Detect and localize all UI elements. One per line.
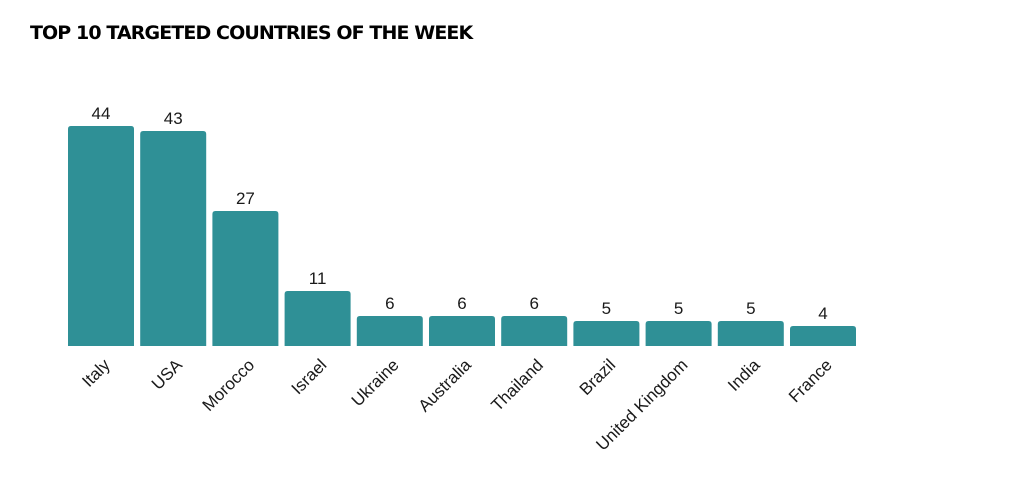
data-label: 5 xyxy=(674,299,683,318)
x-tick-label: Italy xyxy=(78,355,114,391)
bar-india xyxy=(717,321,784,346)
x-tick-label: Israel xyxy=(288,355,331,398)
data-label: 5 xyxy=(602,299,611,318)
x-tick-label: Ukraine xyxy=(348,355,403,410)
data-label: 6 xyxy=(529,294,538,313)
data-label: 44 xyxy=(92,104,111,123)
chart-title: TOP 10 TARGETED COUNTRIES OF THE WEEK xyxy=(30,22,473,44)
bar-united-kingdom xyxy=(645,321,712,346)
bar-australia xyxy=(429,316,495,346)
data-label: 11 xyxy=(309,269,327,288)
x-tick-label: Australia xyxy=(415,355,476,416)
bar-morocco xyxy=(212,211,279,346)
bar-france xyxy=(790,326,856,346)
data-label: 27 xyxy=(236,189,255,208)
x-tick-label: Morocco xyxy=(199,355,259,415)
bar-ukraine xyxy=(356,316,423,346)
data-label: 43 xyxy=(164,109,183,128)
bar-brazil xyxy=(573,321,640,346)
x-tick-label: India xyxy=(724,355,764,395)
data-label: 5 xyxy=(746,299,755,318)
data-label: 4 xyxy=(818,304,827,323)
bar-usa xyxy=(140,131,207,346)
data-label: 6 xyxy=(457,294,466,313)
bar-italy xyxy=(68,126,134,346)
bar-israel xyxy=(284,291,351,346)
data-label: 6 xyxy=(385,294,394,313)
x-tick-label: France xyxy=(785,355,836,406)
bar-thailand xyxy=(501,316,568,346)
x-tick-label: USA xyxy=(148,355,187,394)
x-tick-label: Thailand xyxy=(487,355,547,415)
x-tick-label: Brazil xyxy=(576,355,619,398)
